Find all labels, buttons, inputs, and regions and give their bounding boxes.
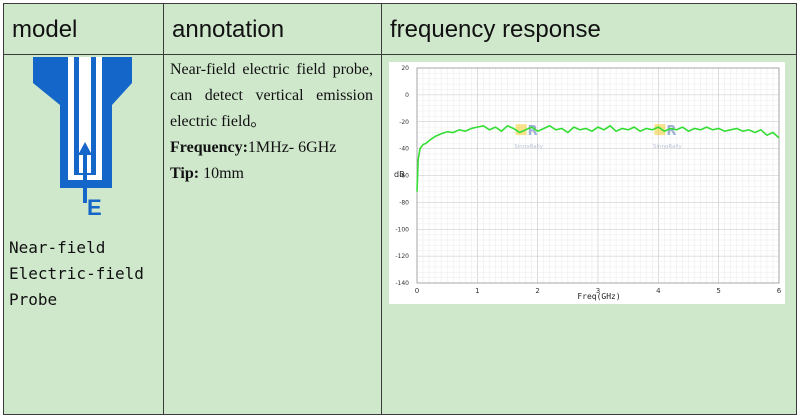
- annotation-description: Near-field electric field probe, can det…: [170, 61, 373, 130]
- y-tick-label: -120: [395, 253, 409, 260]
- model-name-line: Near-field: [9, 238, 106, 257]
- y-tick-label: 0: [405, 92, 409, 99]
- y-axis-label: dB: [394, 170, 405, 179]
- series-line: [416, 124, 780, 192]
- model-name-line: Electric-field: [9, 264, 144, 283]
- probe-e-label: E: [87, 195, 102, 220]
- chart-background: [389, 62, 785, 304]
- x-tick-label: 2: [535, 287, 539, 295]
- tip-value: 10mm: [199, 165, 244, 182]
- header-divider: [4, 54, 796, 55]
- header-model: model: [12, 15, 78, 43]
- y-tick-label: -20: [399, 119, 409, 126]
- x-tick-label: 6: [777, 287, 782, 295]
- y-tick-label: -140: [395, 280, 409, 287]
- y-tick-label: -60: [399, 173, 409, 180]
- x-tick-label: 5: [716, 287, 720, 295]
- chart-ticks: 20 0 -20 -40 -60 -80 -100 -120 -140 0 1 2 3 4 5 6: [395, 65, 781, 295]
- y-tick-label: 20: [401, 65, 409, 72]
- tip-label: Tip:: [170, 165, 200, 182]
- watermark-text: SinnoRally: [514, 144, 543, 150]
- probe-inner: [79, 57, 91, 173]
- header-frequency-response: frequency response: [390, 15, 601, 43]
- y-tick-label: -100: [395, 226, 409, 233]
- x-axis-label: Freq(GHz): [577, 292, 620, 301]
- column-divider: [381, 4, 382, 414]
- svg-text:R: R: [528, 124, 538, 139]
- field-arrow-icon: [78, 142, 92, 203]
- frequency-value: 1MHz- 6GHz: [247, 139, 337, 156]
- y-tick-label: -80: [399, 199, 409, 206]
- watermark-logo-icon: R SinnoRally: [514, 124, 544, 150]
- annotation-text: Near-field electric field probe, can det…: [170, 57, 373, 187]
- frequency-line: Frequency:1MHz- 6GHz: [170, 135, 373, 161]
- x-tick-label: 0: [415, 287, 419, 295]
- column-divider: [163, 4, 164, 414]
- x-tick-label: 4: [656, 287, 661, 295]
- watermark-logo-icon: R SinnoRally: [653, 124, 682, 150]
- probe-diagram: E: [33, 57, 132, 220]
- x-tick-label: 3: [596, 287, 600, 295]
- svg-text:R: R: [666, 124, 676, 139]
- chart-grid: [416, 67, 780, 284]
- x-tick-label: 1: [475, 287, 479, 295]
- chart-watermarks: R SinnoRally R SinnoRally: [514, 124, 682, 150]
- y-tick-label: -40: [399, 146, 409, 153]
- frequency-label: Frequency:: [170, 139, 248, 156]
- model-name-line: Probe: [9, 290, 58, 309]
- watermark-text: SinnoRally: [653, 144, 682, 150]
- tip-line: Tip: 10mm: [170, 161, 373, 187]
- model-name: Near-field Electric-field Probe: [9, 235, 144, 313]
- header-annotation: annotation: [172, 15, 285, 43]
